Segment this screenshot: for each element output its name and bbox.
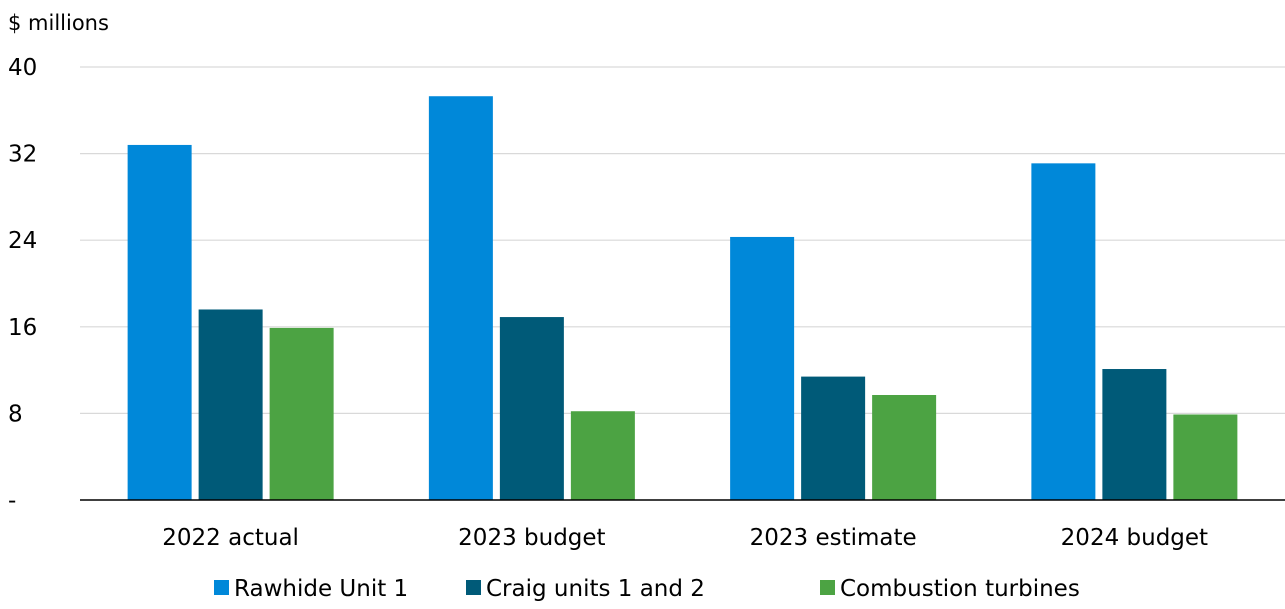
bar (1102, 369, 1167, 500)
y-axis-tick-labels: - 8 16 24 32 40 (8, 55, 37, 514)
x-tick-label: 2023 estimate (750, 525, 917, 551)
legend-label: Combustion turbines (840, 576, 1080, 602)
legend-label: Craig units 1 and 2 (486, 576, 705, 602)
bar (428, 96, 493, 500)
legend: Rawhide Unit 1 Craig units 1 and 2 Combust… (214, 576, 1080, 602)
y-tick-label: - (8, 488, 16, 514)
bar (127, 144, 192, 500)
bar (872, 394, 937, 500)
y-tick-label: 16 (8, 315, 37, 341)
x-axis-category-labels: 2022 actual 2023 budget 2023 estimate 2024 … (162, 525, 1208, 551)
bar (570, 411, 635, 500)
bar (1031, 163, 1096, 500)
y-axis-unit-label: $ millions (8, 11, 109, 35)
y-tick-label: 8 (8, 401, 23, 427)
legend-swatch (466, 580, 481, 595)
bars (127, 96, 1238, 500)
legend-swatch (214, 580, 229, 595)
y-tick-label: 32 (8, 142, 37, 168)
bar (1173, 414, 1238, 500)
y-tick-label: 40 (8, 55, 37, 81)
x-tick-label: 2022 actual (162, 525, 299, 551)
bar (269, 327, 334, 500)
x-tick-label: 2023 budget (458, 525, 605, 551)
x-tick-label: 2024 budget (1061, 525, 1208, 551)
legend-swatch (820, 580, 835, 595)
bar (801, 376, 866, 500)
y-tick-label: 24 (8, 228, 37, 254)
bar (499, 317, 564, 500)
legend-label: Rawhide Unit 1 (234, 576, 408, 602)
bar (730, 236, 795, 500)
bar (198, 309, 263, 500)
